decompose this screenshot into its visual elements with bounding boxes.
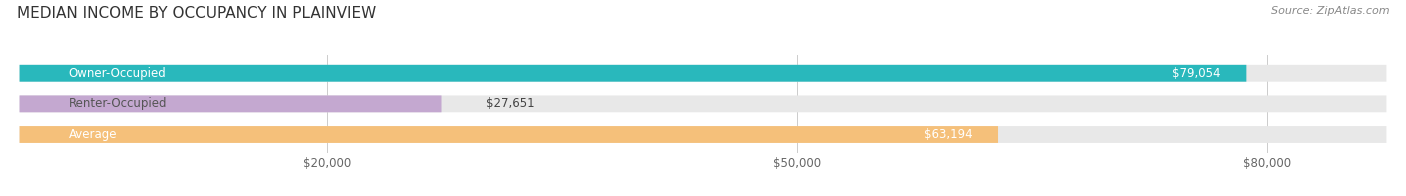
Text: Owner-Occupied: Owner-Occupied [69,67,167,80]
FancyBboxPatch shape [20,65,1386,82]
Text: MEDIAN INCOME BY OCCUPANCY IN PLAINVIEW: MEDIAN INCOME BY OCCUPANCY IN PLAINVIEW [17,6,377,21]
Text: Renter-Occupied: Renter-Occupied [69,97,167,110]
FancyBboxPatch shape [20,126,1386,143]
FancyBboxPatch shape [20,126,998,143]
FancyBboxPatch shape [20,65,1246,82]
FancyBboxPatch shape [20,95,441,112]
FancyBboxPatch shape [20,95,1386,112]
Text: Average: Average [69,128,117,141]
Text: $63,194: $63,194 [924,128,972,141]
Text: Source: ZipAtlas.com: Source: ZipAtlas.com [1271,6,1389,16]
Text: $27,651: $27,651 [486,97,534,110]
Text: $79,054: $79,054 [1173,67,1220,80]
